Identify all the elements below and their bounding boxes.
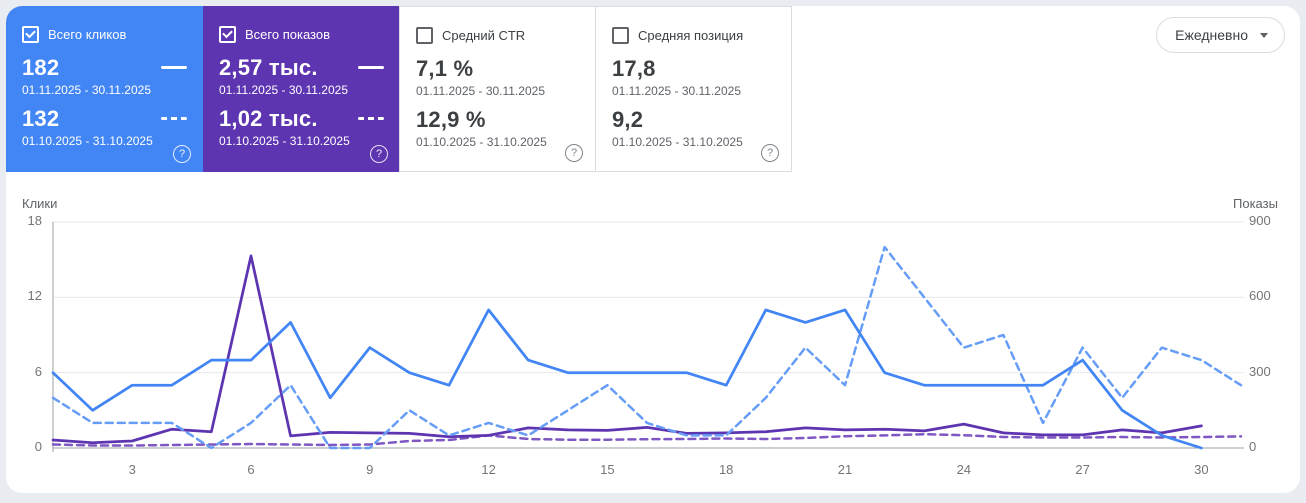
date-range-current: 01.11.2025 - 30.11.2025 — [612, 84, 741, 98]
metric-value-previous: 9,2 — [612, 106, 644, 132]
total-clicks-checkbox[interactable] — [22, 26, 39, 43]
help-icon[interactable] — [173, 145, 191, 163]
date-range-current: 01.11.2025 - 30.11.2025 — [22, 83, 151, 97]
help-icon[interactable] — [565, 144, 583, 162]
metric-value-current: 17,8 — [612, 55, 656, 81]
left-axis-tick-label: 0 — [34, 439, 42, 454]
current-period-line-icon — [161, 66, 187, 69]
right-axis-tick-label: 0 — [1249, 439, 1257, 454]
date-range-current: 01.11.2025 - 30.11.2025 — [416, 84, 545, 98]
metric-value-current: 7,1 % — [416, 55, 474, 81]
performance-line-chart[interactable] — [6, 6, 1300, 493]
card-label: Средний CTR — [442, 28, 526, 43]
card-total-clicks[interactable]: Всего кликов 182 01.11.2025 - 30.11.2025… — [6, 6, 203, 172]
card-label: Всего кликов — [48, 27, 127, 42]
help-icon[interactable] — [370, 145, 388, 163]
x-axis-tick-label: 9 — [366, 462, 374, 477]
card-average-ctr-header: Средний CTR — [416, 27, 583, 44]
x-axis-tick-label: 24 — [956, 462, 972, 477]
performance-dashboard-panel: Всего кликов 182 01.11.2025 - 30.11.2025… — [6, 6, 1300, 493]
x-axis-tick-label: 27 — [1075, 462, 1090, 477]
total-impressions-checkbox[interactable] — [219, 26, 236, 43]
series-line[interactable] — [51, 245, 1243, 450]
card-total-impressions-header: Всего показов — [219, 26, 388, 43]
left-axis-tick-label: 18 — [27, 213, 42, 228]
help-icon[interactable] — [761, 144, 779, 162]
left-axis-tick-label: 6 — [34, 363, 42, 379]
card-average-position[interactable]: Средняя позиция 17,8 01.11.2025 - 30.11.… — [595, 6, 792, 172]
metric-value-current: 2,57 тыс. — [219, 54, 318, 80]
x-axis-tick-label: 18 — [718, 462, 734, 477]
card-total-impressions[interactable]: Всего показов 2,57 тыс. 01.11.2025 - 30.… — [203, 6, 400, 172]
chevron-down-icon — [1260, 32, 1268, 38]
series-line[interactable] — [51, 254, 1203, 445]
series-line[interactable] — [51, 432, 1243, 447]
left-axis-tick-label: 12 — [27, 288, 42, 304]
granularity-dropdown[interactable]: Ежедневно — [1156, 17, 1285, 53]
right-axis-tick-label: 600 — [1249, 288, 1271, 304]
series-line[interactable] — [51, 308, 1203, 450]
metric-value-previous: 132 — [22, 105, 60, 131]
date-range-previous: 01.10.2025 - 31.10.2025 — [219, 134, 350, 148]
date-range-current: 01.11.2025 - 30.11.2025 — [219, 83, 348, 97]
average-position-checkbox[interactable] — [612, 27, 629, 44]
x-axis-tick-label: 6 — [247, 462, 255, 477]
x-axis-tick-label: 3 — [128, 462, 136, 477]
previous-period-line-icon — [161, 117, 187, 120]
previous-period-line-icon — [358, 117, 384, 120]
card-total-clicks-header: Всего кликов — [22, 26, 191, 43]
granularity-dropdown-label: Ежедневно — [1175, 27, 1248, 43]
date-range-previous: 01.10.2025 - 31.10.2025 — [612, 135, 743, 149]
x-axis-tick-label: 21 — [837, 462, 853, 477]
right-axis-tick-label: 300 — [1249, 363, 1271, 379]
right-axis-tick-label: 900 — [1249, 213, 1271, 228]
card-label: Средняя позиция — [638, 28, 744, 43]
left-axis-title: Клики — [22, 196, 58, 211]
card-label: Всего показов — [245, 27, 330, 42]
average-ctr-checkbox[interactable] — [416, 27, 433, 44]
date-range-previous: 01.10.2025 - 31.10.2025 — [416, 135, 547, 149]
metric-value-previous: 12,9 % — [416, 106, 486, 132]
date-range-previous: 01.10.2025 - 31.10.2025 — [22, 134, 153, 148]
card-average-ctr[interactable]: Средний CTR 7,1 % 01.11.2025 - 30.11.202… — [399, 6, 596, 172]
current-period-line-icon — [358, 66, 384, 69]
metric-value-previous: 1,02 тыс. — [219, 105, 318, 131]
x-axis-tick-label: 30 — [1194, 462, 1209, 477]
metric-value-current: 182 — [22, 54, 60, 80]
card-average-position-header: Средняя позиция — [612, 27, 779, 44]
metric-cards-row: Всего кликов 182 01.11.2025 - 30.11.2025… — [6, 6, 792, 172]
right-axis-title: Показы — [1233, 196, 1278, 211]
x-axis-tick-label: 15 — [600, 462, 615, 477]
x-axis-tick-label: 12 — [481, 462, 496, 477]
